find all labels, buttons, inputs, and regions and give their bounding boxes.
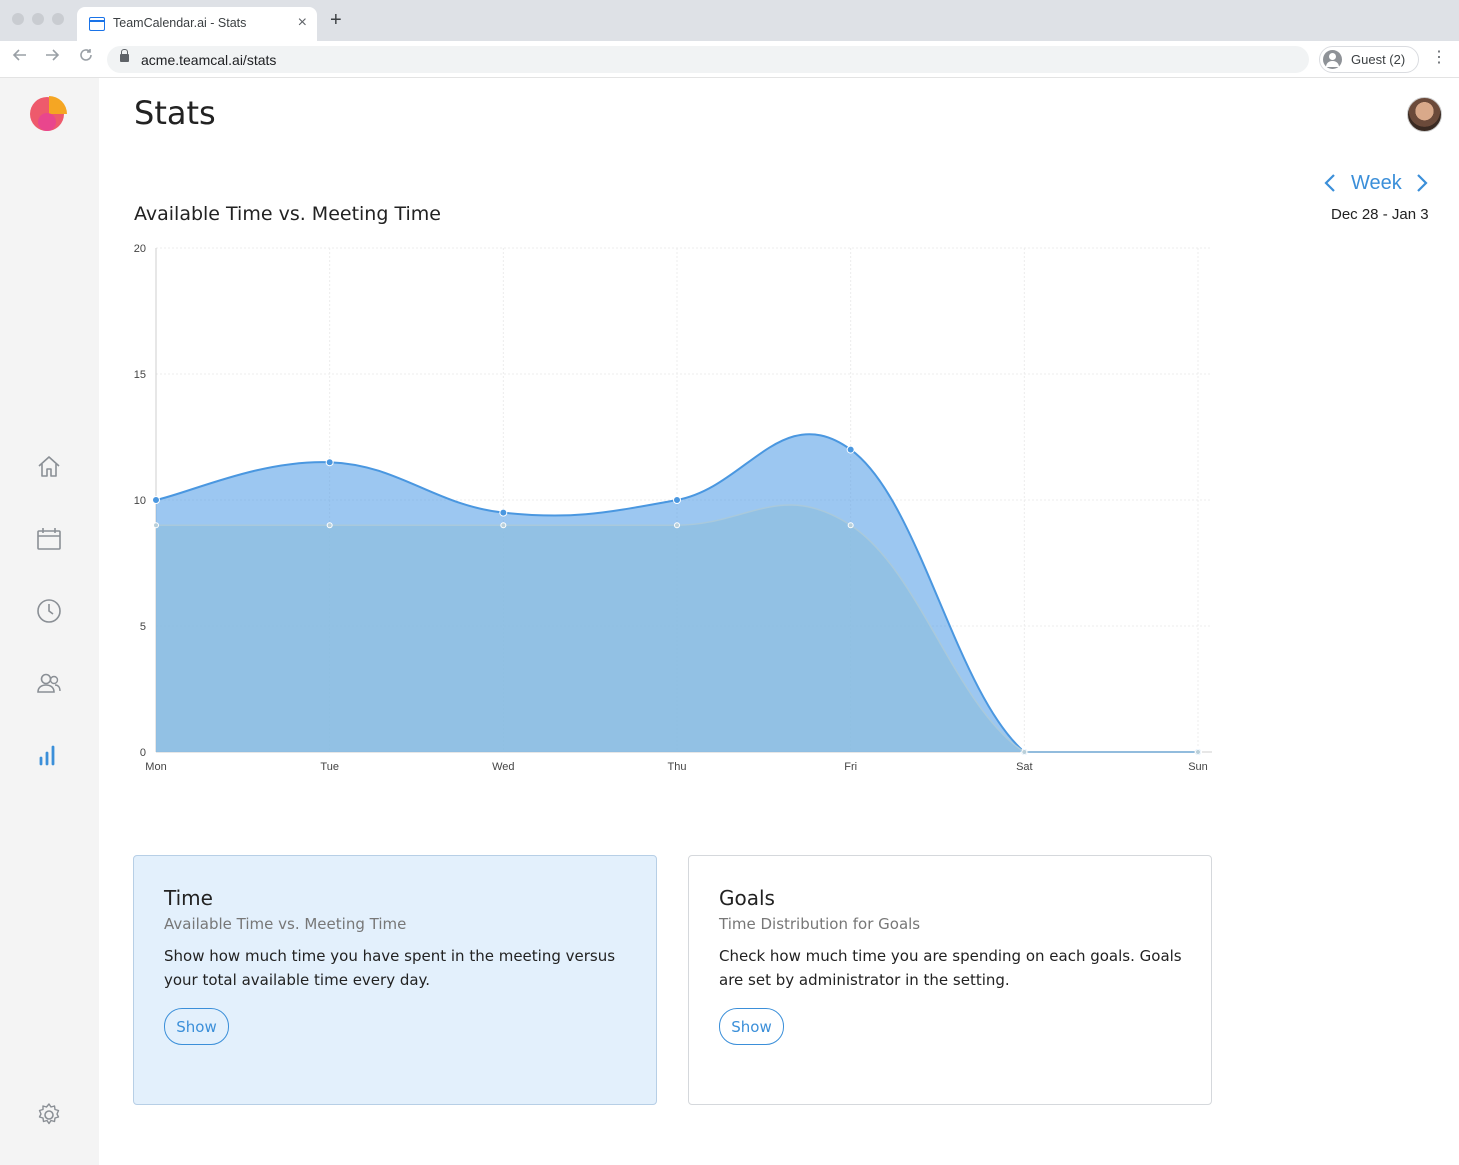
- profile-avatar-icon: [1323, 50, 1342, 69]
- team-icon[interactable]: [36, 670, 62, 696]
- x-tick-label: Thu: [668, 761, 687, 773]
- week-label[interactable]: Week: [1351, 172, 1402, 194]
- browser-toolbar: acme.teamcal.ai/stats Guest (2) ⋮: [0, 41, 1459, 78]
- time-card[interactable]: Time Available Time vs. Meeting Time Sho…: [133, 855, 657, 1105]
- data-point: [674, 522, 680, 529]
- data-point: [673, 496, 681, 504]
- data-point: [500, 522, 507, 529]
- chevron-left-icon[interactable]: [1323, 170, 1337, 202]
- date-range: Dec 28 - Jan 3: [1331, 206, 1429, 223]
- window-minimize-dot[interactable]: [32, 13, 44, 25]
- browser-tab-bar: TeamCalendar.ai - Stats × +: [0, 0, 1459, 41]
- goals-card[interactable]: Goals Time Distribution for Goals Check …: [688, 855, 1212, 1105]
- data-point: [152, 496, 160, 504]
- forward-arrow-icon[interactable]: [44, 47, 60, 71]
- window-zoom-dot[interactable]: [52, 13, 64, 25]
- card-description: Check how much time you are spending on …: [719, 947, 1182, 989]
- y-tick-label: 10: [134, 495, 146, 507]
- home-icon[interactable]: [36, 454, 62, 480]
- data-point: [847, 522, 854, 529]
- card-subtitle: Available Time vs. Meeting Time: [164, 915, 407, 933]
- data-point: [1021, 749, 1028, 755]
- clock-icon[interactable]: [36, 598, 62, 624]
- calendar-icon[interactable]: [36, 526, 62, 552]
- data-point: [153, 522, 159, 529]
- data-point: [1195, 749, 1201, 755]
- lock-icon: [120, 49, 129, 62]
- area-chart: 0 5 10 15 20 Mon Tue Wed Thu Fri Sat Sun: [134, 243, 1212, 773]
- x-tick-label: Tue: [320, 761, 339, 773]
- x-tick-label: Sat: [1016, 761, 1033, 773]
- page-title: Stats: [134, 94, 216, 132]
- card-title: Goals: [719, 886, 775, 910]
- settings-icon[interactable]: [36, 1102, 62, 1128]
- card-title: Time: [164, 886, 213, 910]
- y-tick-label: 15: [134, 369, 146, 381]
- y-tick-label: 0: [140, 747, 146, 759]
- card-description: Show how much time you have spent in the…: [164, 947, 616, 989]
- user-avatar[interactable]: [1407, 97, 1442, 132]
- card-subtitle: Time Distribution for Goals: [719, 915, 921, 933]
- chart-title: Available Time vs. Meeting Time: [134, 203, 441, 225]
- reload-icon[interactable]: [78, 47, 94, 71]
- calendar-favicon-icon: [89, 17, 105, 31]
- profile-label: Guest (2): [1351, 52, 1406, 67]
- data-point: [499, 508, 508, 517]
- app-logo-icon[interactable]: [29, 94, 69, 134]
- chevron-right-icon[interactable]: [1415, 170, 1429, 202]
- sidebar: [0, 78, 99, 1165]
- data-point: [325, 458, 334, 467]
- show-goals-button[interactable]: Show: [719, 1008, 784, 1045]
- close-tab-icon[interactable]: ×: [297, 14, 307, 31]
- url-text: acme.teamcal.ai/stats: [141, 52, 277, 68]
- back-arrow-icon[interactable]: [12, 47, 28, 71]
- show-time-button[interactable]: Show: [164, 1008, 229, 1045]
- x-tick-label: Mon: [145, 761, 166, 773]
- week-navigation: Week: [1323, 170, 1435, 198]
- data-point: [846, 445, 855, 454]
- x-tick-label: Fri: [844, 761, 857, 773]
- y-tick-label: 5: [140, 621, 146, 633]
- address-bar[interactable]: acme.teamcal.ai/stats: [107, 46, 1309, 73]
- x-tick-label: Wed: [492, 761, 514, 773]
- browser-menu-icon[interactable]: ⋮: [1431, 49, 1447, 66]
- series-line-0: [155, 433, 1198, 754]
- new-tab-button[interactable]: +: [330, 9, 342, 31]
- profile-button[interactable]: Guest (2): [1319, 46, 1419, 73]
- data-point: [326, 522, 333, 529]
- y-tick-label: 20: [134, 243, 146, 255]
- x-tick-label: Sun: [1188, 761, 1208, 773]
- browser-tab[interactable]: TeamCalendar.ai - Stats ×: [77, 7, 317, 41]
- series-area-1: [156, 505, 1198, 752]
- tab-title: TeamCalendar.ai - Stats: [113, 16, 247, 30]
- window-close-dot[interactable]: [12, 13, 24, 25]
- stats-icon[interactable]: [36, 742, 62, 768]
